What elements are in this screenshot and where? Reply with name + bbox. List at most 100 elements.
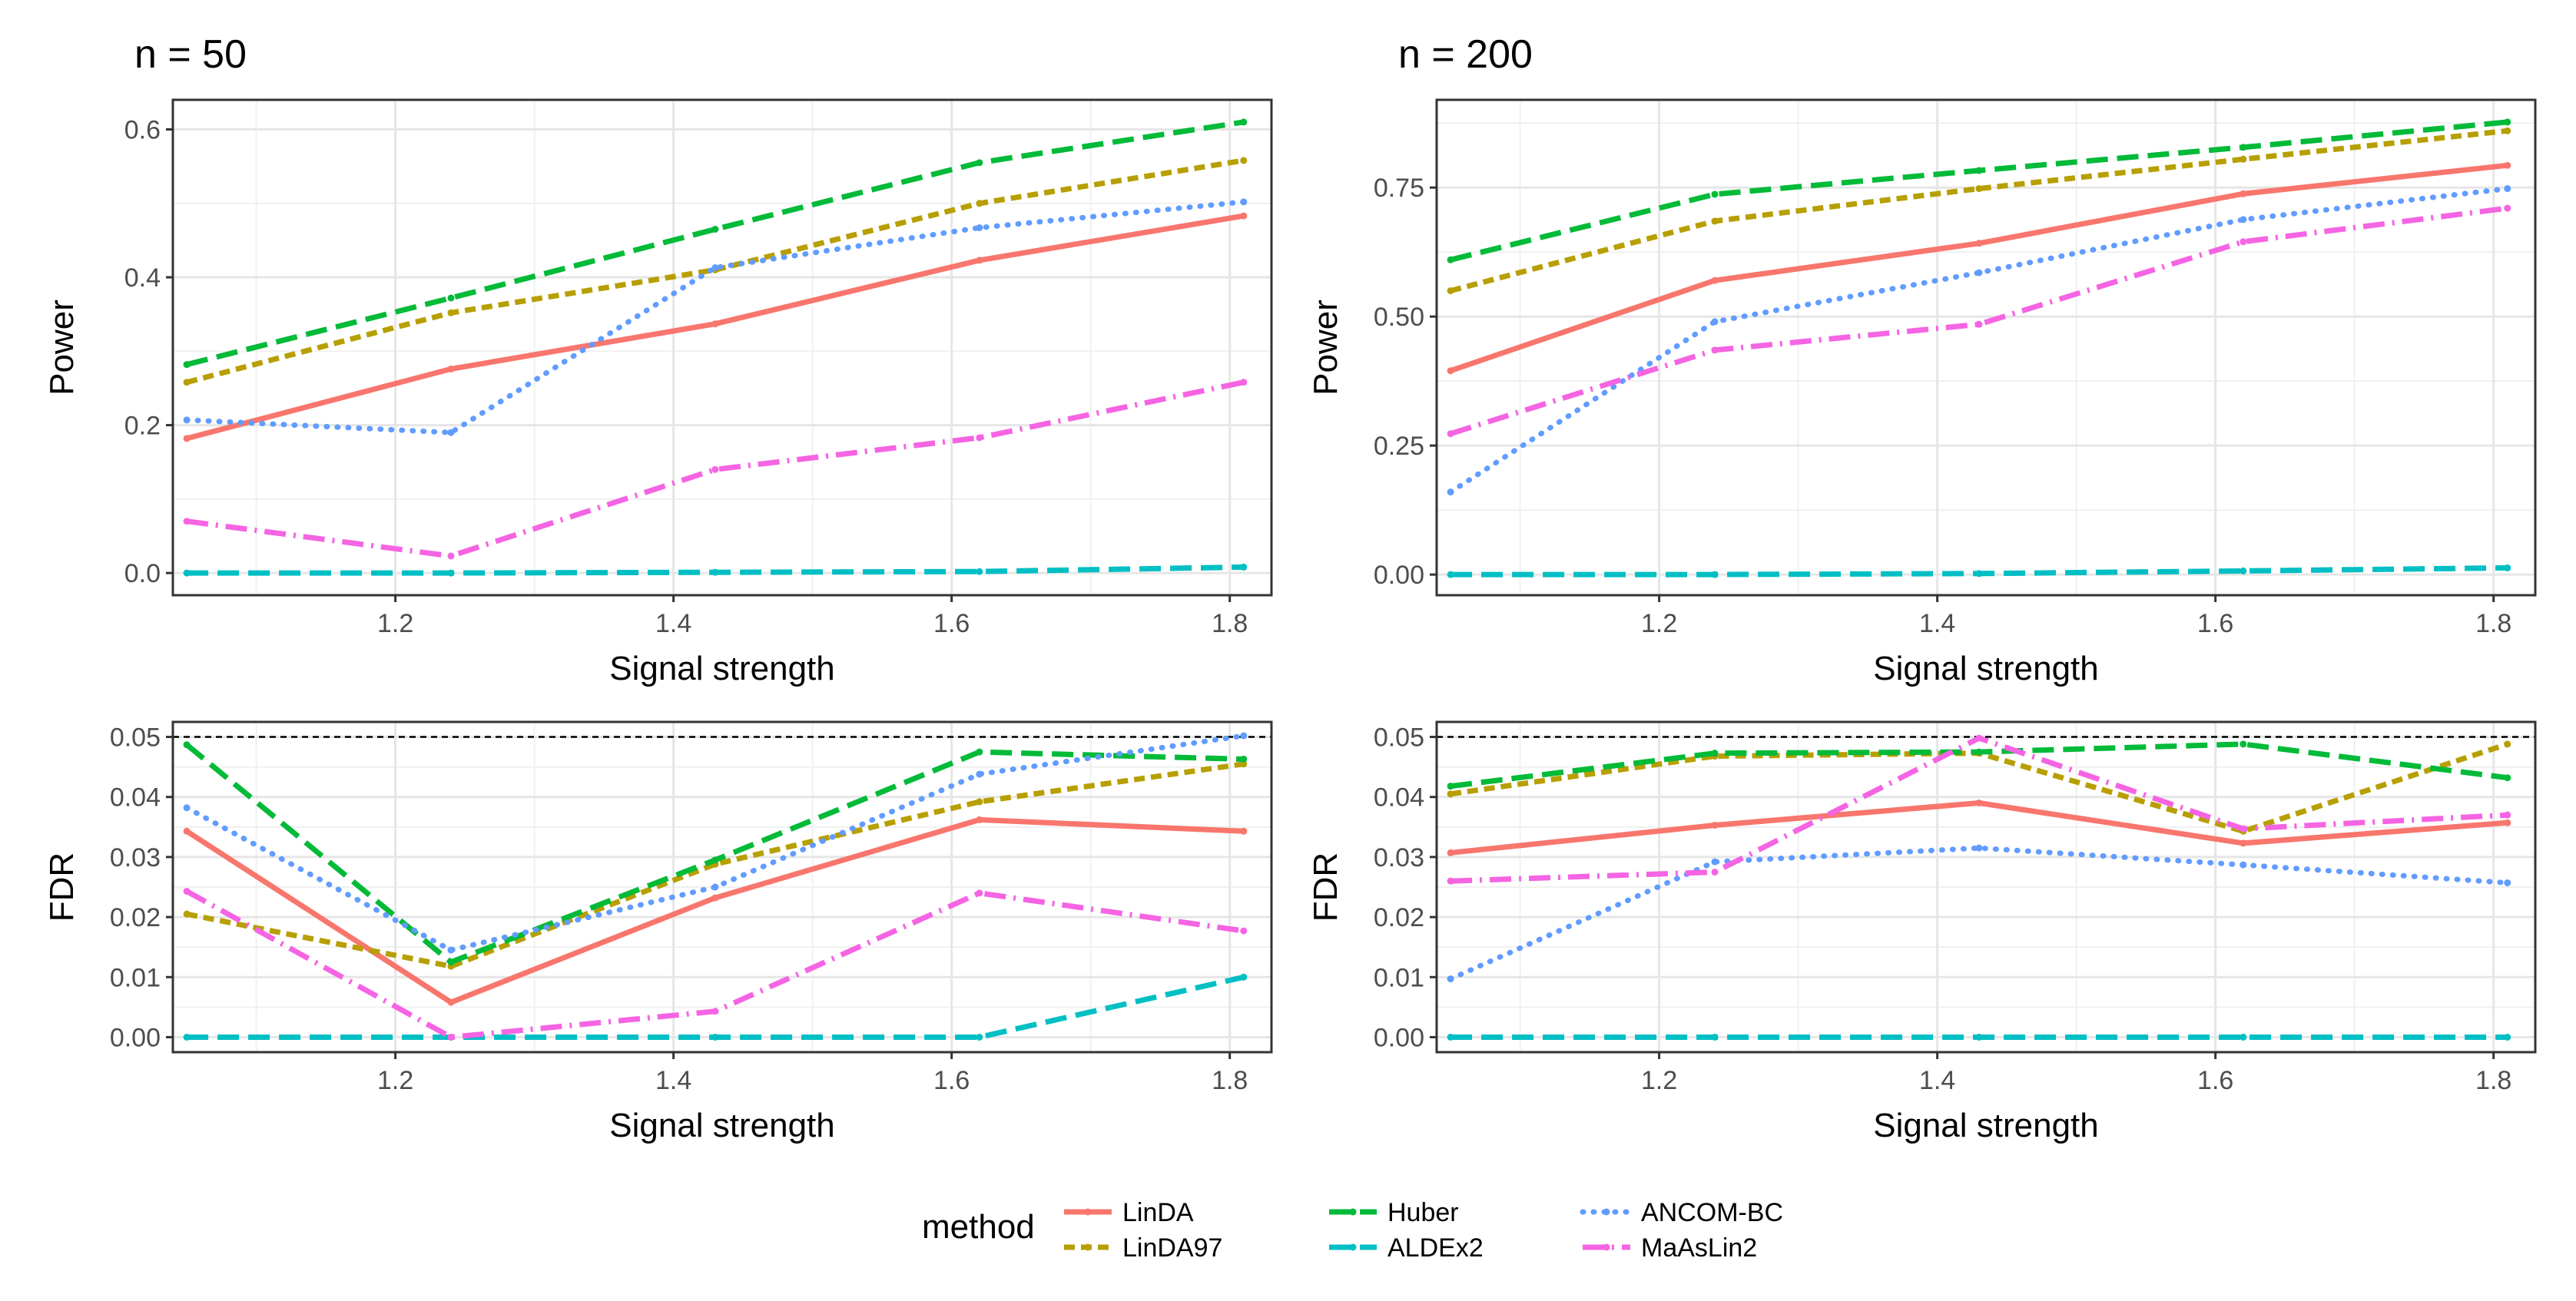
data-point-aldex2 xyxy=(976,568,983,575)
y-tick-label: 0.50 xyxy=(1374,303,1424,332)
data-point-linda xyxy=(2239,839,2247,847)
data-point-huber xyxy=(447,958,455,966)
data-point-aldex2 xyxy=(2239,1033,2247,1041)
data-point-ancom-bc xyxy=(447,946,455,954)
data-point-linda xyxy=(447,998,455,1006)
data-point-linda xyxy=(183,827,191,835)
data-point-huber xyxy=(2504,118,2511,126)
data-point-linda97 xyxy=(183,379,191,386)
x-tick-label: 1.4 xyxy=(1919,609,1955,638)
x-tick-label: 1.4 xyxy=(655,1066,691,1095)
data-point-linda xyxy=(1447,367,1454,375)
series-line-maaslin2 xyxy=(186,379,1245,559)
data-point-huber xyxy=(976,748,983,756)
data-point-maaslin2 xyxy=(2239,238,2247,246)
y-tick-label: 0.04 xyxy=(110,783,161,813)
data-point-linda97 xyxy=(976,798,983,806)
x-tick-label: 1.2 xyxy=(1641,609,1677,638)
legend-item-linda: LinDA xyxy=(1064,1198,1194,1227)
data-point-linda xyxy=(711,894,719,902)
y-tick-label: 0.05 xyxy=(110,723,161,753)
data-point-ancom-bc xyxy=(976,224,983,232)
data-point-huber xyxy=(1975,167,1983,174)
y-tick-label: 0.05 xyxy=(1374,723,1424,753)
legend-label-linda97: LinDA97 xyxy=(1122,1233,1222,1263)
data-point-huber xyxy=(1447,783,1454,790)
panel-border xyxy=(1435,720,2537,1054)
x-axis-title: Signal strength xyxy=(609,1107,835,1144)
data-point-ancom-bc xyxy=(1975,844,1983,852)
legend-key-point xyxy=(1603,1208,1610,1216)
data-point-ancom-bc xyxy=(183,416,191,424)
legend-label-huber: Huber xyxy=(1387,1198,1459,1227)
data-point-huber xyxy=(2239,740,2247,748)
data-point-ancom-bc xyxy=(1711,318,1719,326)
data-point-aldex2 xyxy=(183,1033,191,1041)
legend-item-huber: Huber xyxy=(1329,1198,1459,1227)
legend-label-aldex2: ALDEx2 xyxy=(1387,1233,1484,1263)
x-tick-label: 1.2 xyxy=(377,609,413,638)
data-point-huber xyxy=(976,159,983,167)
y-tick-label: 0.2 xyxy=(124,412,161,441)
data-point-huber xyxy=(711,225,719,233)
y-tick-label: 0.03 xyxy=(1374,843,1424,872)
y-tick-label: 0.01 xyxy=(1374,963,1424,992)
y-tick-label: 0.75 xyxy=(1374,174,1424,203)
data-point-linda xyxy=(1447,849,1454,856)
x-axis-title: Signal strength xyxy=(1873,1107,2099,1144)
data-point-huber xyxy=(183,741,191,749)
data-point-linda97 xyxy=(447,309,455,316)
data-point-linda xyxy=(2504,819,2511,826)
x-tick-label: 1.6 xyxy=(933,1066,970,1095)
panel-1: 1.2 1.4 1.6 1.8 0.0 0.2 0.4 0.6 Signal strength P… xyxy=(43,32,1273,687)
data-point-linda97 xyxy=(2504,127,2511,134)
x-tick-label: 1.8 xyxy=(1212,609,1248,638)
y-tick-label: 0.02 xyxy=(110,903,161,932)
data-point-linda97 xyxy=(1711,217,1719,225)
y-axis-title: Power xyxy=(43,300,81,396)
data-point-ancom-bc xyxy=(1975,269,1983,276)
data-point-ancom-bc xyxy=(711,264,719,272)
data-point-maaslin2 xyxy=(1711,868,1719,876)
x-tick-label: 1.2 xyxy=(377,1066,413,1095)
data-point-huber xyxy=(183,361,191,369)
data-point-maaslin2 xyxy=(1975,320,1983,328)
legend-item-linda97: LinDA97 xyxy=(1064,1233,1222,1263)
data-point-maaslin2 xyxy=(711,1008,719,1015)
data-point-maaslin2 xyxy=(183,887,191,895)
y-axis-title: FDR xyxy=(43,852,81,922)
data-point-huber xyxy=(2239,144,2247,151)
data-point-linda97 xyxy=(1975,185,1983,193)
series-line-ancom-bc xyxy=(1447,845,2511,982)
data-point-maaslin2 xyxy=(1975,734,1983,742)
x-axis-title: Signal strength xyxy=(1873,650,2099,687)
series-line-linda97 xyxy=(1450,127,2508,293)
panel-border xyxy=(171,98,1273,597)
series-line-huber xyxy=(186,119,1245,367)
data-point-huber xyxy=(1975,748,1983,756)
data-point-ancom-bc xyxy=(1711,858,1719,866)
data-point-aldex2 xyxy=(1711,571,1719,578)
data-point-aldex2 xyxy=(2504,1033,2511,1041)
data-point-ancom-bc xyxy=(711,883,719,891)
data-point-maaslin2 xyxy=(1711,346,1719,354)
data-point-maaslin2 xyxy=(447,552,455,560)
legend-label-ancom-bc: ANCOM-BC xyxy=(1641,1198,1783,1227)
legend-key-point xyxy=(1349,1243,1357,1251)
data-point-aldex2 xyxy=(183,569,191,577)
y-axis-title: FDR xyxy=(1307,852,1344,922)
x-tick-label: 1.8 xyxy=(2475,1066,2511,1095)
data-point-maaslin2 xyxy=(2239,825,2247,833)
data-point-maaslin2 xyxy=(976,889,983,897)
series-line-linda xyxy=(185,816,1244,1005)
data-point-linda xyxy=(1240,212,1248,220)
data-point-ancom-bc xyxy=(2504,879,2511,887)
y-tick-label: 0.01 xyxy=(110,963,161,992)
data-point-ancom-bc xyxy=(1447,975,1454,983)
data-point-aldex2 xyxy=(2239,567,2247,574)
data-point-linda97 xyxy=(976,200,983,207)
data-point-linda97 xyxy=(1240,157,1248,164)
data-point-linda xyxy=(976,257,983,264)
legend-label-linda: LinDA xyxy=(1122,1198,1194,1227)
